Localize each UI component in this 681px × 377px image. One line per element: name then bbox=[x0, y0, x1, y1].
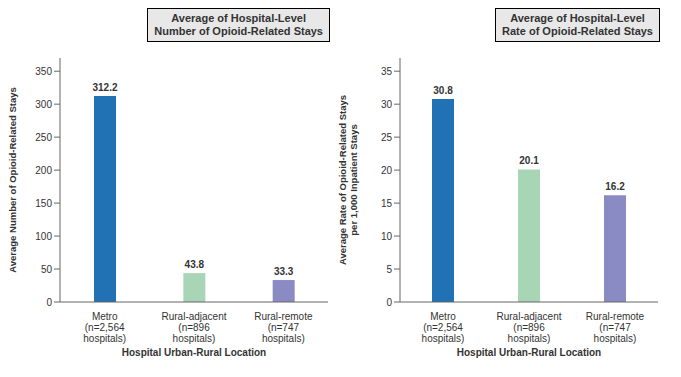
svg-text:0: 0 bbox=[386, 297, 392, 308]
svg-text:10: 10 bbox=[381, 231, 393, 242]
svg-text:300: 300 bbox=[35, 99, 52, 110]
svg-text:Hospital Urban-Rural Location: Hospital Urban-Rural Location bbox=[122, 347, 266, 358]
svg-text:20.1: 20.1 bbox=[519, 155, 539, 166]
svg-text:50: 50 bbox=[41, 264, 53, 275]
svg-text:312.2: 312.2 bbox=[92, 82, 117, 93]
svg-text:25: 25 bbox=[381, 132, 393, 143]
svg-text:16.2: 16.2 bbox=[605, 181, 625, 192]
svg-text:250: 250 bbox=[35, 132, 52, 143]
svg-text:Metro(n=2,564hospitals): Metro(n=2,564hospitals) bbox=[422, 311, 465, 344]
svg-text:30.8: 30.8 bbox=[433, 85, 453, 96]
svg-text:Rural-remote(n=747hospitals): Rural-remote(n=747hospitals) bbox=[254, 311, 313, 344]
svg-text:350: 350 bbox=[35, 66, 52, 77]
svg-text:35: 35 bbox=[381, 66, 393, 77]
svg-text:20: 20 bbox=[381, 165, 393, 176]
svg-text:Hospital Urban-Rural Location: Hospital Urban-Rural Location bbox=[457, 347, 601, 358]
html-text:Average of Hospital-Level Rate: Average of Hospital-Level Rate of Opioid… bbox=[502, 12, 653, 37]
svg-text:0: 0 bbox=[46, 297, 52, 308]
svg-text:100: 100 bbox=[35, 231, 52, 242]
svg-text:30: 30 bbox=[381, 99, 393, 110]
html-text:Average of Hospital-Level Numb: Average of Hospital-Level Number of Opio… bbox=[154, 12, 323, 37]
svg-text:Average Rate of Opioid-Related: Average Rate of Opioid-Related Staysper … bbox=[338, 95, 359, 265]
svg-text:5: 5 bbox=[386, 264, 392, 275]
svg-text:Rural-adjacent(n=896hospitals): Rural-adjacent(n=896hospitals) bbox=[161, 311, 226, 344]
svg-text:150: 150 bbox=[35, 198, 52, 209]
svg-text:43.8: 43.8 bbox=[185, 259, 205, 270]
svg-text:Rural-remote(n=747hospitals): Rural-remote(n=747hospitals) bbox=[586, 311, 645, 344]
svg-text:Average Number of Opioid-Relat: Average Number of Opioid-Related Stays bbox=[8, 87, 18, 272]
svg-text:200: 200 bbox=[35, 165, 52, 176]
svg-text:33.3: 33.3 bbox=[274, 266, 294, 277]
svg-text:Metro(n=2,564hospitals): Metro(n=2,564hospitals) bbox=[83, 311, 126, 344]
svg-text:Rural-adjacent(n=896hospitals): Rural-adjacent(n=896hospitals) bbox=[496, 311, 561, 344]
svg-text:15: 15 bbox=[381, 198, 393, 209]
